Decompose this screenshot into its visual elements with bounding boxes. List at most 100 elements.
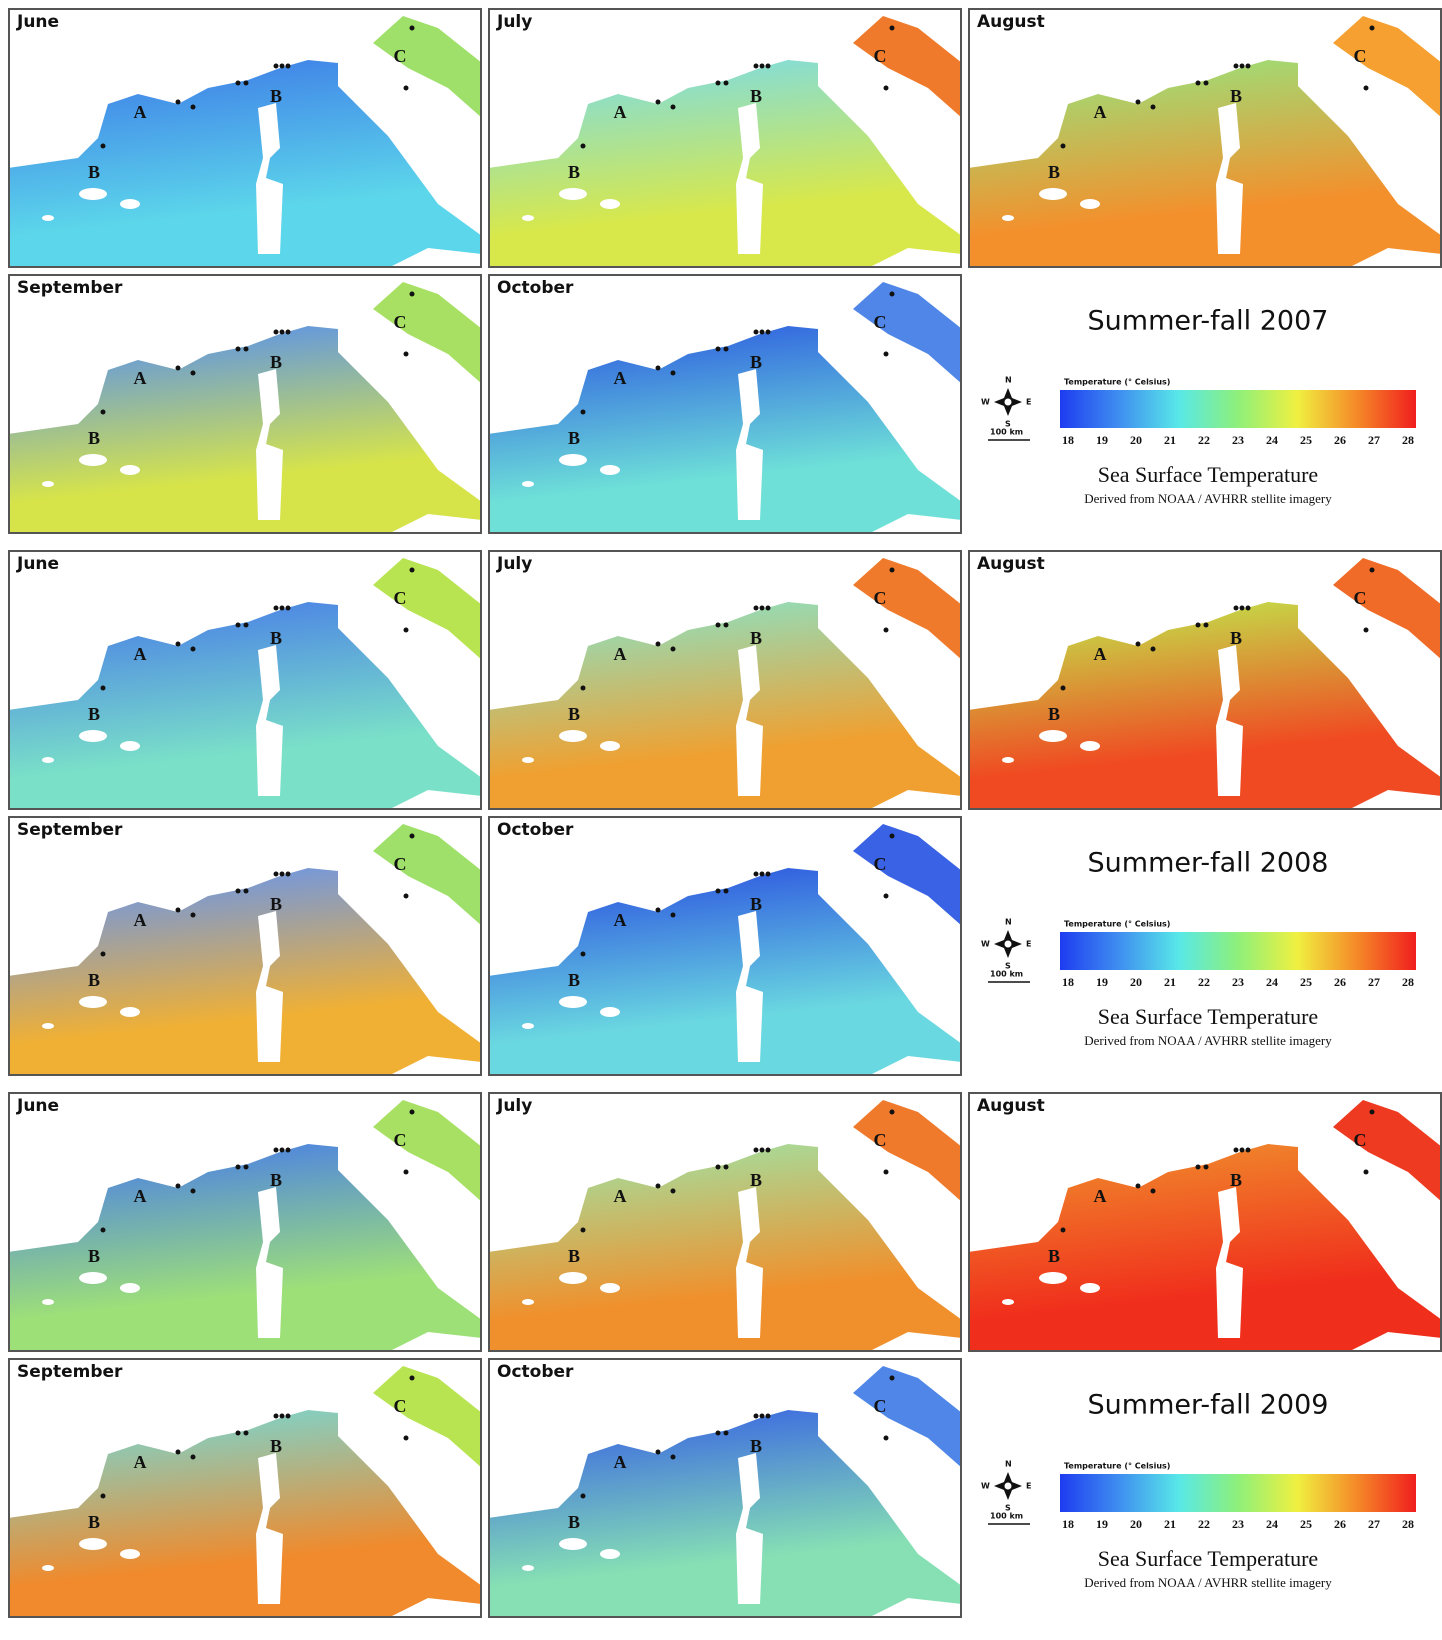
city-dot [100, 1227, 106, 1233]
month-label: September [17, 820, 123, 840]
legend-source: Derived from NOAA / AVHRR stellite image… [1084, 1575, 1332, 1590]
city-dot [670, 1188, 676, 1194]
city-dot [655, 99, 661, 105]
city-dot [273, 329, 279, 335]
site-marker: C [394, 588, 407, 608]
panel-border [8, 8, 482, 268]
site-marker: B [568, 970, 580, 990]
compass-letter: N [1005, 918, 1012, 927]
city-dot [1135, 1183, 1141, 1189]
site-marker: C [394, 46, 407, 66]
island [522, 1299, 534, 1305]
adriatic-sea [1333, 16, 1442, 118]
map-panel: A B B C July [488, 1092, 962, 1352]
site-marker: B [568, 428, 580, 448]
city-dot [1150, 1188, 1156, 1194]
city-dot [723, 1430, 729, 1436]
city-dot [883, 351, 889, 357]
city-dot [715, 888, 721, 894]
site-marker: C [1354, 1130, 1367, 1150]
site-marker: B [750, 628, 762, 648]
city-dot [759, 63, 765, 69]
island [522, 215, 534, 221]
colorbar-tick-label: 24 [1266, 433, 1278, 447]
site-marker: A [614, 1452, 627, 1472]
city-dot [765, 1413, 771, 1419]
island [600, 741, 620, 751]
land [388, 790, 482, 810]
site-marker: B [750, 86, 762, 106]
colorbar-tick-label: 28 [1402, 433, 1414, 447]
city-dot [190, 912, 196, 918]
month-label: June [16, 1096, 59, 1116]
site-marker: C [394, 1396, 407, 1416]
panel-border [488, 8, 962, 268]
city-dot [285, 871, 291, 877]
colorbar-tick-label: 22 [1198, 1517, 1210, 1531]
compass-letter: W [981, 398, 990, 407]
city-dot [175, 99, 181, 105]
month-label: August [977, 12, 1045, 32]
island [1039, 188, 1067, 200]
city-dot [409, 25, 415, 31]
city-dot [889, 1375, 895, 1381]
land [868, 1598, 962, 1618]
island [559, 1538, 587, 1550]
compass-letter: E [1026, 398, 1031, 407]
city-dot [175, 641, 181, 647]
land [968, 550, 1348, 710]
city-dot [715, 80, 721, 86]
panel-border [488, 1358, 962, 1618]
city-dot [580, 951, 586, 957]
site-marker: A [134, 368, 147, 388]
land [1348, 1332, 1442, 1352]
site-marker: C [394, 854, 407, 874]
city-dot [883, 627, 889, 633]
city-dot [243, 888, 249, 894]
city-dot [243, 1430, 249, 1436]
legend-subtitle: Sea Surface Temperature [1098, 1546, 1318, 1571]
island [522, 481, 534, 487]
legend-subtitle: Sea Surface Temperature [1098, 462, 1318, 487]
site-marker: A [614, 368, 627, 388]
colorbar-tick-label: 27 [1368, 433, 1380, 447]
city-dot [1233, 1147, 1239, 1153]
scale-label: 100 km [990, 428, 1023, 437]
legend-source: Derived from NOAA / AVHRR stellite image… [1084, 491, 1332, 506]
island [522, 757, 534, 763]
site-marker: C [874, 312, 887, 332]
land [1216, 103, 1243, 254]
colorbar-tick-label: 23 [1232, 433, 1244, 447]
island [120, 741, 140, 751]
colorbar-tick-label: 26 [1334, 975, 1346, 989]
colorbar-tick-label: 20 [1130, 975, 1142, 989]
city-dot [765, 329, 771, 335]
city-dot [753, 871, 759, 877]
city-dot [273, 871, 279, 877]
site-marker: C [874, 1130, 887, 1150]
city-dot [759, 1413, 765, 1419]
city-dot [279, 329, 285, 335]
city-dot [243, 346, 249, 352]
colorbar-tick-label: 18 [1062, 433, 1074, 447]
colorbar-tick-label: 18 [1062, 975, 1074, 989]
city-dot [285, 1413, 291, 1419]
city-dot [403, 627, 409, 633]
land [1216, 645, 1243, 796]
panel-border [8, 1092, 482, 1352]
city-dot [1363, 85, 1369, 91]
city-dot [175, 907, 181, 913]
site-marker: A [614, 102, 627, 122]
city-dot [723, 622, 729, 628]
month-label: June [16, 12, 59, 32]
land [388, 1332, 482, 1352]
city-dot [1369, 1109, 1375, 1115]
island [42, 1299, 54, 1305]
island [42, 1565, 54, 1571]
site-marker: B [88, 1246, 100, 1266]
city-dot [753, 329, 759, 335]
compass-letter: W [981, 940, 990, 949]
land [8, 8, 388, 168]
city-dot [753, 605, 759, 611]
colorbar-tick-label: 24 [1266, 1517, 1278, 1531]
